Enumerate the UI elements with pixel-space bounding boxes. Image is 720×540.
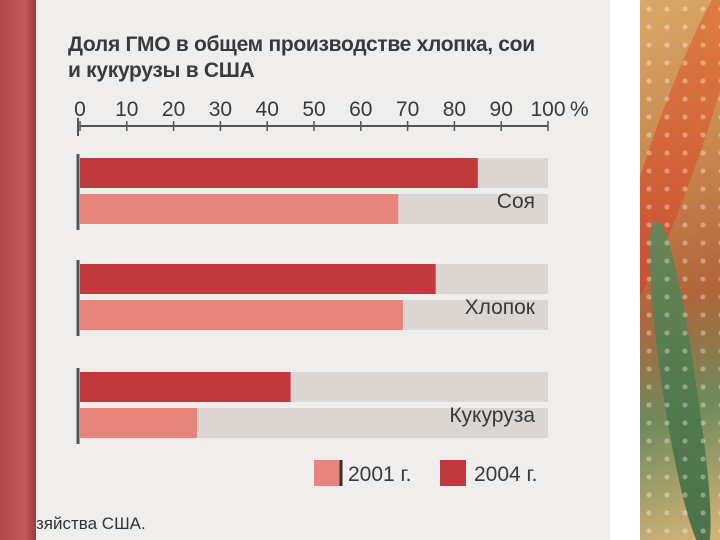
x-tick-label: 70 xyxy=(396,98,419,121)
bar-2004 xyxy=(80,372,291,402)
legend-swatch-2004 xyxy=(440,460,466,486)
bar-2004 xyxy=(80,264,436,294)
chart-title: Доля ГМО в общем производстве хлопка, со… xyxy=(68,32,588,84)
x-tick-label: 20 xyxy=(162,98,185,121)
x-tick-label: 40 xyxy=(256,98,279,121)
x-tick-label: 90 xyxy=(490,98,513,121)
bar-2004 xyxy=(80,158,478,188)
x-tick-label: 10 xyxy=(115,98,138,121)
category-label: Соя xyxy=(497,190,535,213)
chart-title-line2: и кукурузы в США xyxy=(68,59,255,82)
bar-2001 xyxy=(80,408,197,438)
category-label: Кукуруза xyxy=(449,404,535,427)
legend-label-2004: 2004 г. xyxy=(474,463,537,486)
x-tick-label: 50 xyxy=(302,98,325,121)
x-tick-label: 80 xyxy=(443,98,466,121)
slide-decoration xyxy=(640,0,720,540)
x-tick-label: 30 xyxy=(209,98,232,121)
category-label: Хлопок xyxy=(465,296,536,319)
bar-2001 xyxy=(80,194,399,224)
bar-2001 xyxy=(80,300,403,330)
x-axis-unit: % xyxy=(570,98,589,121)
x-tick-label: 0 xyxy=(74,98,86,121)
slide-left-band xyxy=(0,0,36,540)
x-tick-label: 100 xyxy=(530,98,565,121)
legend-label-2001: 2001 г. xyxy=(348,463,411,486)
source-note: зяйства США. xyxy=(36,514,146,533)
decor-pattern xyxy=(640,0,720,540)
x-tick-label: 60 xyxy=(349,98,372,121)
chart-title-line1: Доля ГМО в общем производстве хлопка, со… xyxy=(68,33,535,56)
legend-swatch-2001 xyxy=(314,460,340,486)
